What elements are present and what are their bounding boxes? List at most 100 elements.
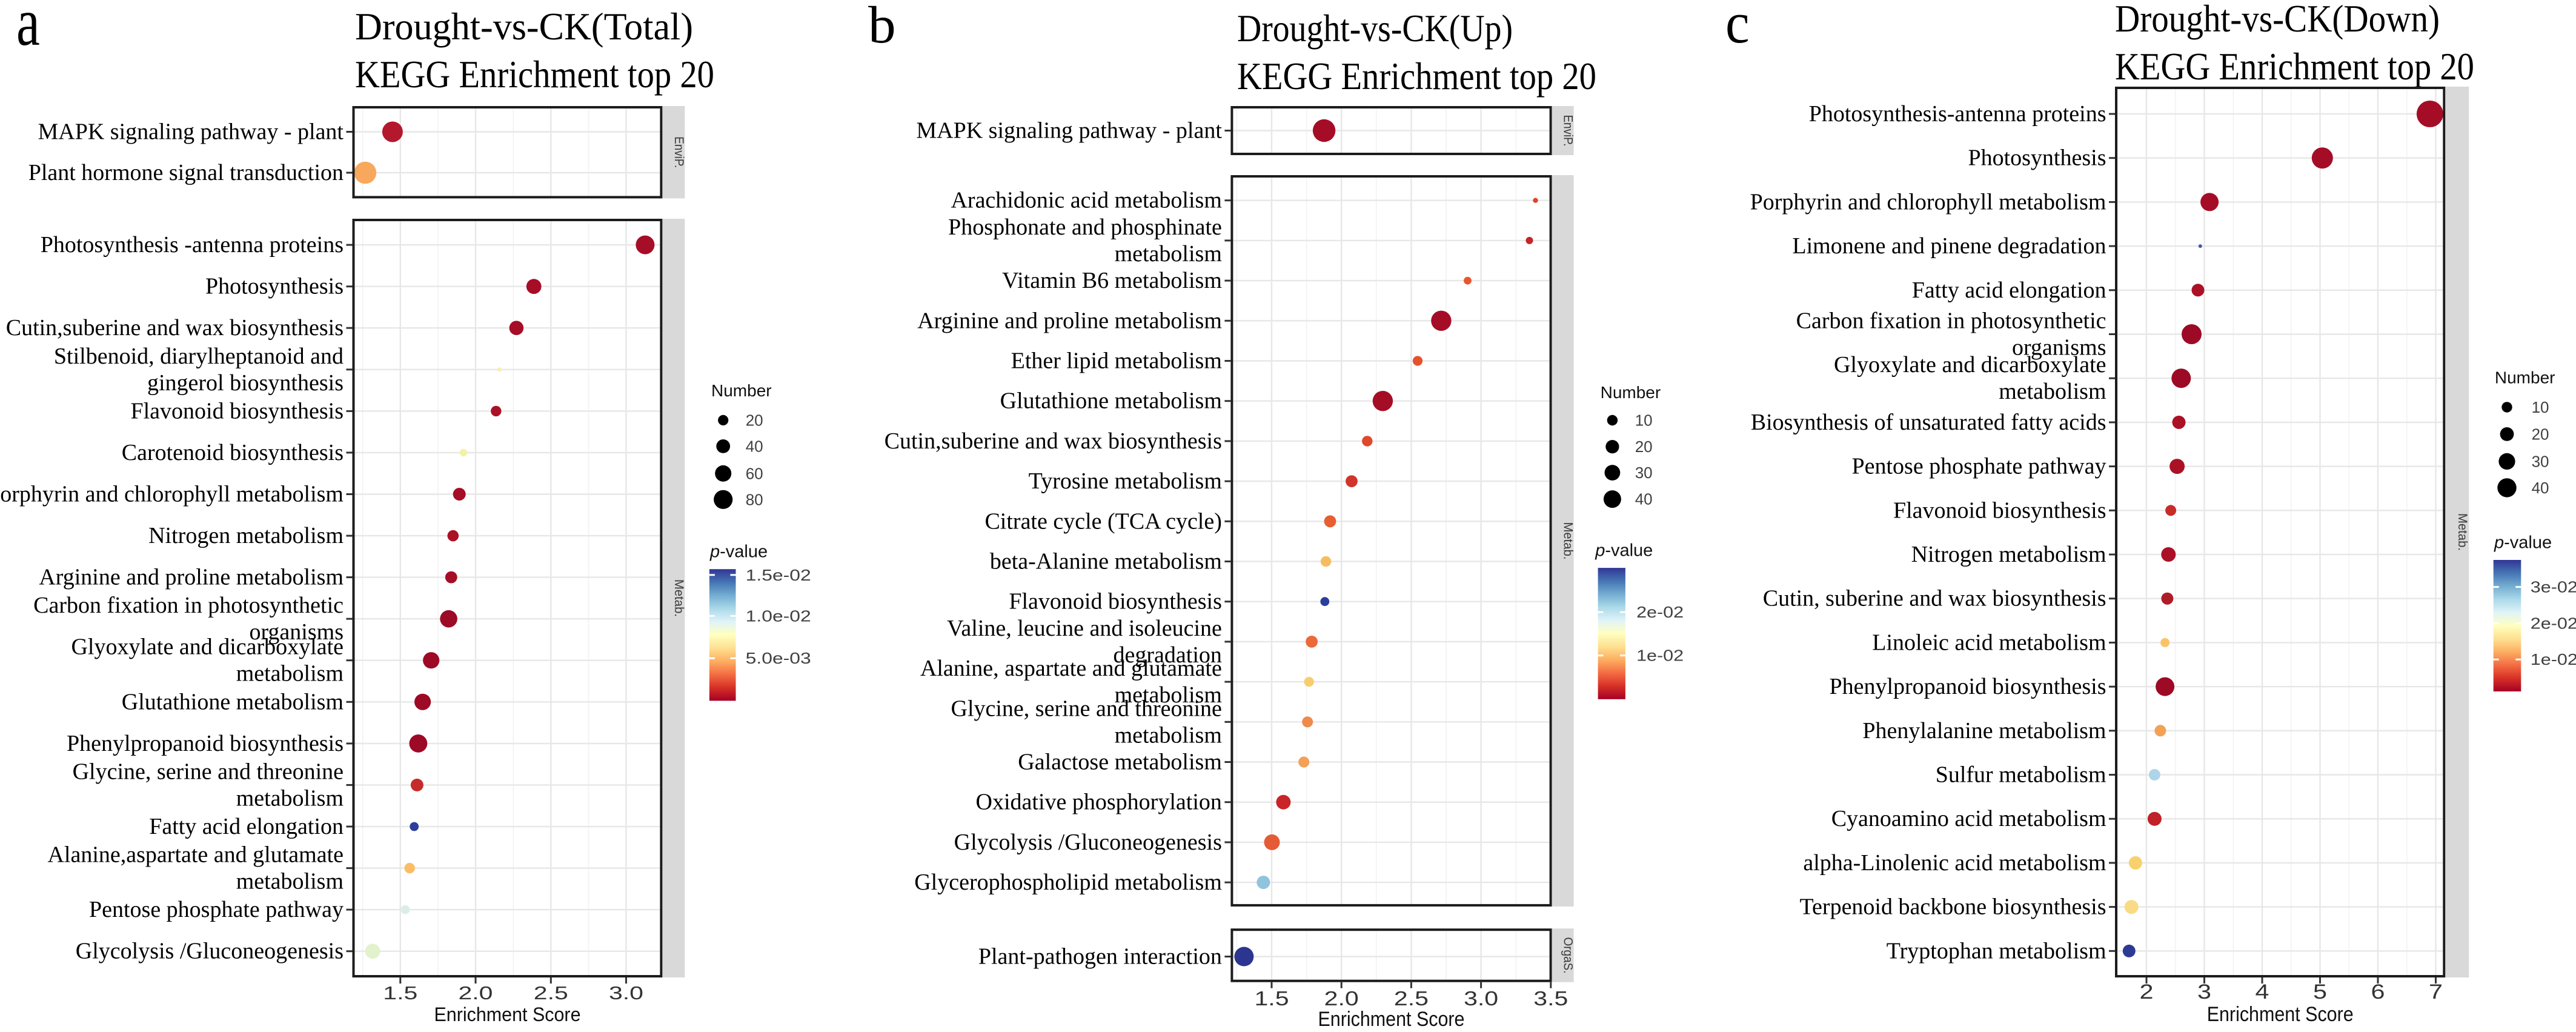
svg-text:KEGG Enrichment top 20: KEGG Enrichment top 20 <box>1237 55 1596 98</box>
svg-text:40: 40 <box>1635 490 1653 508</box>
svg-text:3.5: 3.5 <box>1533 987 1568 1010</box>
svg-text:Number: Number <box>1601 383 1661 402</box>
svg-text:beta-Alanine metabolism: beta-Alanine metabolism <box>990 549 1222 574</box>
svg-text:3e-02: 3e-02 <box>2531 578 2576 596</box>
svg-text:metabolism: metabolism <box>236 661 344 687</box>
svg-text:metabolism: metabolism <box>1115 241 1222 267</box>
svg-text:gingerol biosynthesis: gingerol biosynthesis <box>147 370 344 396</box>
svg-text:Cutin, suberine and wax biosyn: Cutin, suberine and wax biosynthesis <box>1763 586 2106 611</box>
svg-text:Pentose phosphate pathway: Pentose phosphate pathway <box>1851 454 2106 479</box>
svg-text:40: 40 <box>2532 479 2549 497</box>
svg-text:Glutathione metabolism: Glutathione metabolism <box>1000 388 1222 414</box>
svg-text:Linoleic acid metabolism: Linoleic acid metabolism <box>1872 630 2106 655</box>
svg-text:Cutin,suberine and wax biosynt: Cutin,suberine and wax biosynthesis <box>6 315 344 341</box>
svg-text:Fatty acid elongation: Fatty acid elongation <box>149 814 344 839</box>
svg-text:Alanine,aspartate and glutamat: Alanine,aspartate and glutamate <box>47 842 344 868</box>
svg-text:30: 30 <box>1635 464 1653 482</box>
svg-text:Photosynthesis: Photosynthesis <box>205 274 344 299</box>
svg-text:Terpenoid backbone biosynthesi: Terpenoid backbone biosynthesis <box>1799 894 2106 920</box>
svg-text:p-value: p-value <box>2494 533 2552 553</box>
svg-text:Porphyrin and chlorophyll meta: Porphyrin and chlorophyll metabolism <box>1750 189 2106 215</box>
svg-text:2e-02: 2e-02 <box>1636 603 1684 621</box>
svg-text:Phenylpropanoid biosynthesis: Phenylpropanoid biosynthesis <box>67 731 344 756</box>
svg-text:Ether lipid metabolism: Ether lipid metabolism <box>1011 348 1222 374</box>
svg-text:Number: Number <box>711 381 772 400</box>
svg-text:OrgaS.: OrgaS. <box>1561 937 1575 974</box>
svg-text:Carbon fixation in photosynthe: Carbon fixation in photosynthetic <box>33 593 344 618</box>
svg-text:Nitrogen metabolism: Nitrogen metabolism <box>148 523 344 548</box>
svg-text:2.0: 2.0 <box>459 982 493 1004</box>
svg-text:Drought-vs-CK(Total): Drought-vs-CK(Total) <box>355 5 693 48</box>
svg-text:degradation: degradation <box>1114 642 1222 668</box>
svg-text:Porphyrin and chlorophyll meta: Porphyrin and chlorophyll metabolism <box>0 482 344 507</box>
svg-text:30: 30 <box>2532 452 2549 470</box>
svg-text:Carbon fixation in photosynthe: Carbon fixation in photosynthetic <box>1796 308 2106 334</box>
svg-text:2e-02: 2e-02 <box>2531 614 2576 633</box>
svg-text:KEGG Enrichment top 20: KEGG Enrichment top 20 <box>2115 45 2474 88</box>
svg-text:Enrichment Score: Enrichment Score <box>2207 1003 2354 1026</box>
svg-text:organisms: organisms <box>2012 335 2106 361</box>
svg-text:Number: Number <box>2495 368 2555 387</box>
svg-text:20: 20 <box>1635 438 1653 456</box>
svg-text:Carotenoid biosynthesis: Carotenoid biosynthesis <box>122 440 344 465</box>
svg-text:Valine, leucine and isoleucine: Valine, leucine and isoleucine <box>947 616 1222 641</box>
svg-text:5.0e-03: 5.0e-03 <box>746 649 811 667</box>
svg-text:b: b <box>868 0 896 55</box>
svg-text:Phenylalanine metabolism: Phenylalanine metabolism <box>1862 718 2106 744</box>
svg-text:6: 6 <box>2371 980 2385 1004</box>
svg-text:Phosphonate and phosphinate: Phosphonate and phosphinate <box>948 215 1222 240</box>
svg-text:1e-02: 1e-02 <box>2531 650 2576 668</box>
svg-text:Flavonoid biosynthesis: Flavonoid biosynthesis <box>130 398 344 424</box>
svg-text:1.5: 1.5 <box>383 982 417 1004</box>
svg-text:Stilbenoid, diarylheptanoid an: Stilbenoid, diarylheptanoid and <box>54 344 344 369</box>
svg-text:5: 5 <box>2313 980 2327 1004</box>
svg-text:metabolism: metabolism <box>236 785 344 811</box>
svg-text:metabolism: metabolism <box>236 869 344 894</box>
svg-text:40: 40 <box>746 437 763 455</box>
svg-text:Tyrosine metabolism: Tyrosine metabolism <box>1029 468 1222 494</box>
svg-text:Tryptophan metabolism: Tryptophan metabolism <box>1887 938 2106 964</box>
svg-text:80: 80 <box>746 490 763 508</box>
svg-text:1.5: 1.5 <box>1255 987 1289 1010</box>
svg-text:Glycolysis /Gluconeogenesis: Glycolysis /Gluconeogenesis <box>954 830 1222 855</box>
svg-text:p-value: p-value <box>709 542 768 562</box>
svg-text:3.0: 3.0 <box>1464 987 1498 1010</box>
svg-text:MAPK signaling pathway - plant: MAPK signaling pathway - plant <box>38 119 344 145</box>
svg-text:Drought-vs-CK(Up): Drought-vs-CK(Up) <box>1237 7 1513 50</box>
svg-text:3.0: 3.0 <box>609 982 643 1004</box>
svg-text:Alanine, aspartate and glutama: Alanine, aspartate and glutamate <box>920 656 1222 681</box>
svg-text:Photosynthesis: Photosynthesis <box>1968 145 2106 171</box>
svg-text:Cutin,suberine and wax biosynt: Cutin,suberine and wax biosynthesis <box>885 428 1222 454</box>
svg-text:Vitamin B6 metabolism: Vitamin B6 metabolism <box>1002 268 1222 293</box>
svg-text:Glyoxylate and dicarboxylate: Glyoxylate and dicarboxylate <box>1834 352 2106 378</box>
svg-text:Metab.: Metab. <box>1561 522 1575 560</box>
svg-text:Flavonoid biosynthesis: Flavonoid biosynthesis <box>1893 498 2106 523</box>
svg-text:a: a <box>16 0 40 60</box>
svg-text:1.5e-02: 1.5e-02 <box>746 566 811 584</box>
svg-text:Nitrogen metabolism: Nitrogen metabolism <box>1911 542 2106 567</box>
svg-text:60: 60 <box>746 464 763 482</box>
svg-text:Biosynthesis of unsaturated fa: Biosynthesis of unsaturated fatty acids <box>1751 410 2106 435</box>
svg-text:Flavonoid biosynthesis: Flavonoid biosynthesis <box>1009 589 1222 614</box>
svg-text:organisms: organisms <box>249 619 344 645</box>
svg-text:Plant hormone signal transduct: Plant hormone signal transduction <box>28 160 344 185</box>
svg-text:p-value: p-value <box>1595 541 1653 560</box>
svg-text:Oxidative phosphorylation: Oxidative phosphorylation <box>976 790 1222 815</box>
svg-text:2: 2 <box>2140 980 2154 1004</box>
svg-text:20: 20 <box>2532 425 2549 443</box>
svg-text:EnviP.: EnviP. <box>1561 115 1575 147</box>
svg-text:Glyoxylate and dicarboxylate: Glyoxylate and dicarboxylate <box>71 634 344 660</box>
svg-text:1e-02: 1e-02 <box>1636 647 1684 665</box>
svg-text:KEGG Enrichment top 20: KEGG Enrichment top 20 <box>355 53 714 96</box>
svg-text:Arachidonic acid metabolism: Arachidonic acid metabolism <box>951 188 1221 213</box>
svg-text:Enrichment Score: Enrichment Score <box>434 1004 581 1025</box>
svg-text:metabolism: metabolism <box>1115 682 1222 708</box>
svg-text:Arginine and proline metabolis: Arginine and proline metabolism <box>39 565 344 590</box>
svg-text:Metab.: Metab. <box>672 579 686 617</box>
svg-text:7: 7 <box>2429 980 2443 1004</box>
svg-text:EnviP.: EnviP. <box>672 136 686 168</box>
svg-text:Limonene and pinene degradatio: Limonene and pinene degradation <box>1792 233 2106 259</box>
svg-text:Photosynthesis-antenna protein: Photosynthesis-antenna proteins <box>1809 101 2106 127</box>
svg-text:10: 10 <box>1635 411 1653 430</box>
svg-text:Photosynthesis -antenna protei: Photosynthesis -antenna proteins <box>41 232 344 258</box>
